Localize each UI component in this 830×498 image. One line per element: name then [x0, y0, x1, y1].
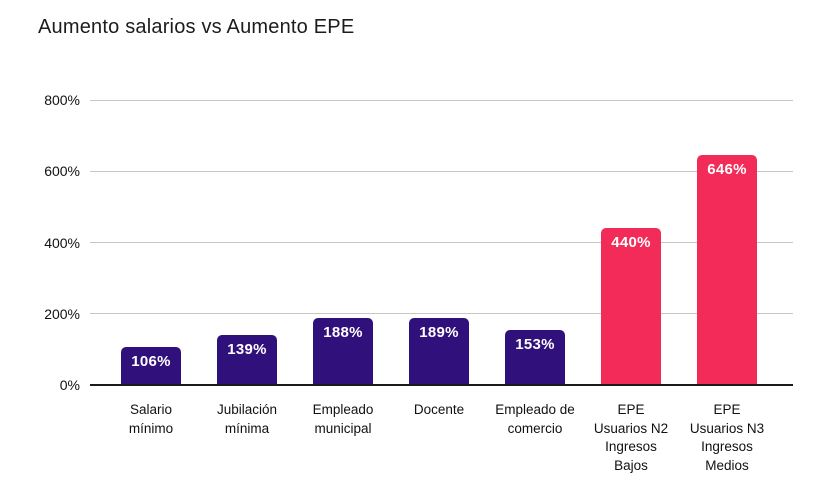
x-axis-category-label: EPE Usuarios N3 Ingresos Medios [689, 402, 765, 473]
bar-slot: 153% [487, 100, 583, 385]
x-axis-category-label: Docente [413, 402, 465, 417]
y-axis-tick-labels: 0% 200% 400% 600% 800% [26, 92, 80, 393]
y-axis-tick-label: 600% [44, 163, 80, 180]
x-axis-category-label: Salario mínimo [128, 402, 174, 436]
bars-row: 106% 139% 188% 189% 153% 440% 646% [103, 100, 775, 385]
y-axis-tick-label: 200% [44, 305, 80, 322]
gridline [90, 99, 793, 101]
bar-value-label: 106% [131, 353, 171, 370]
gridline [90, 313, 793, 315]
bar: 153% [505, 330, 565, 385]
x-axis-category-label: Jubilación mínima [216, 402, 278, 436]
plot-area: 0% 200% 400% 600% 800% 106% 139% 188% 189% 153% 4… [44, 92, 793, 473]
y-axis-tick-label: 400% [44, 234, 80, 251]
bar: 646% [697, 155, 757, 385]
x-axis-category-label: Empleado municipal [312, 402, 374, 436]
y-axis-tick-label: 800% [44, 92, 80, 108]
x-axis-line [90, 384, 793, 386]
bar-value-label: 189% [419, 324, 459, 341]
bar: 106% [121, 347, 181, 385]
bar-value-label: 646% [707, 161, 747, 178]
bar-value-label: 153% [515, 336, 555, 353]
bar-slot: 440% [583, 100, 679, 385]
bar: 440% [601, 228, 661, 385]
x-axis-category-label: EPE Usuarios N2 Ingresos Bajos [593, 402, 669, 473]
bar: 139% [217, 335, 277, 385]
bar-slot: 139% [199, 100, 295, 385]
y-axis-tick-label: 0% [59, 377, 80, 393]
x-axis-category-label: Empleado de comercio [495, 402, 575, 436]
bar-slot: 646% [679, 100, 775, 385]
gridline [90, 170, 793, 172]
gridline [90, 242, 793, 243]
bar-value-label: 139% [227, 341, 267, 358]
bar-value-label: 188% [323, 324, 363, 341]
bar-value-label: 440% [611, 234, 651, 251]
bar-slot: 188% [295, 100, 391, 385]
bar: 188% [313, 318, 373, 385]
bar-slot: 106% [103, 100, 199, 385]
bar-slot: 189% [391, 100, 487, 385]
bar: 189% [409, 318, 469, 385]
x-axis-labels: Salario mínimo Jubilación mínima Empleado mun… [103, 401, 775, 475]
chart-title: Aumento salarios vs Aumento EPE [38, 16, 355, 38]
